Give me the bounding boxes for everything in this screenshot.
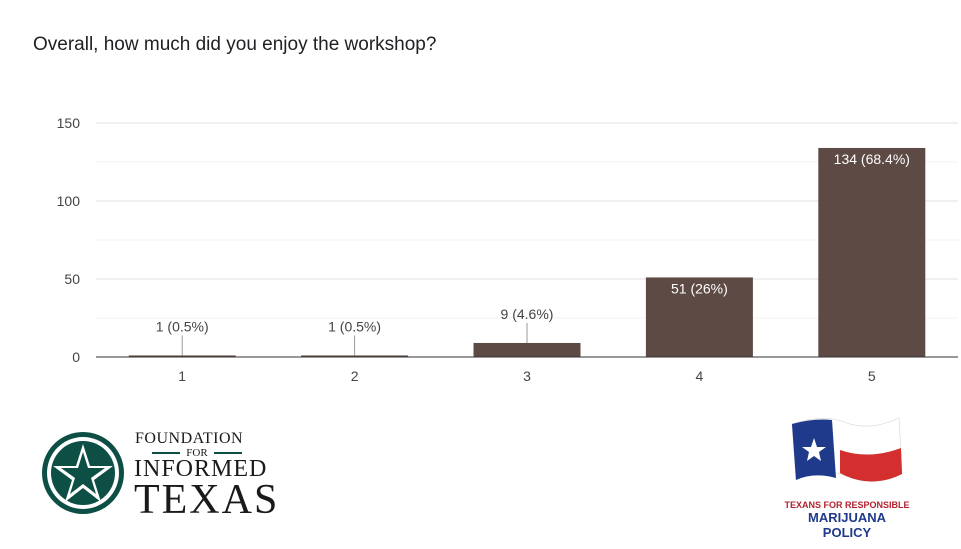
survey-question: Overall, how much did you enjoy the work…: [33, 34, 437, 55]
logo-text-texas: TEXAS: [134, 477, 280, 523]
y-tick-label: 150: [57, 115, 81, 131]
texans-for-responsible-marijuana-policy-logo: TEXANS FOR RESPONSIBLE MARIJUANA POLICY: [784, 404, 910, 540]
x-tick-label: 1: [178, 368, 186, 384]
logo-text-texans: TEXANS FOR RESPONSIBLE: [784, 500, 910, 510]
data-label: 9 (4.6%): [501, 306, 554, 322]
y-tick-label: 100: [57, 193, 81, 209]
logo-text-for: FOR: [133, 447, 261, 459]
bar: [645, 277, 753, 357]
logo-text-marijuana-policy: MARIJUANA POLICY: [808, 510, 886, 540]
y-tick-label: 50: [64, 271, 80, 287]
bar: [128, 355, 236, 357]
logo-text-foundation: FOUNDATION: [135, 430, 244, 447]
data-label: 51 (26%): [671, 280, 728, 296]
foundation-for-informed-texas-logo: FOUNDATION FOR INFORMED TEXAS: [40, 424, 277, 524]
data-label: 1 (0.5%): [328, 318, 381, 334]
star-seal-icon: [42, 432, 124, 514]
bar-chart: 0 50 100 150 1 (0.5%) 1 1 (0.5%) 2 9 (4.6%) 3 51 (…: [57, 115, 958, 384]
x-tick-label: 4: [696, 368, 704, 384]
data-label: 1 (0.5%): [156, 318, 209, 334]
y-tick-label: 0: [72, 349, 80, 365]
bar: [818, 147, 926, 357]
data-label: 134 (68.4%): [834, 151, 910, 167]
texas-flag-icon: [791, 417, 903, 482]
bar: [473, 342, 581, 357]
x-tick-label: 3: [523, 368, 531, 384]
bar: [301, 355, 409, 357]
logo-text-informed: INFORMED: [134, 456, 268, 482]
x-tick-label: 2: [351, 368, 359, 384]
x-tick-label: 5: [868, 368, 876, 384]
